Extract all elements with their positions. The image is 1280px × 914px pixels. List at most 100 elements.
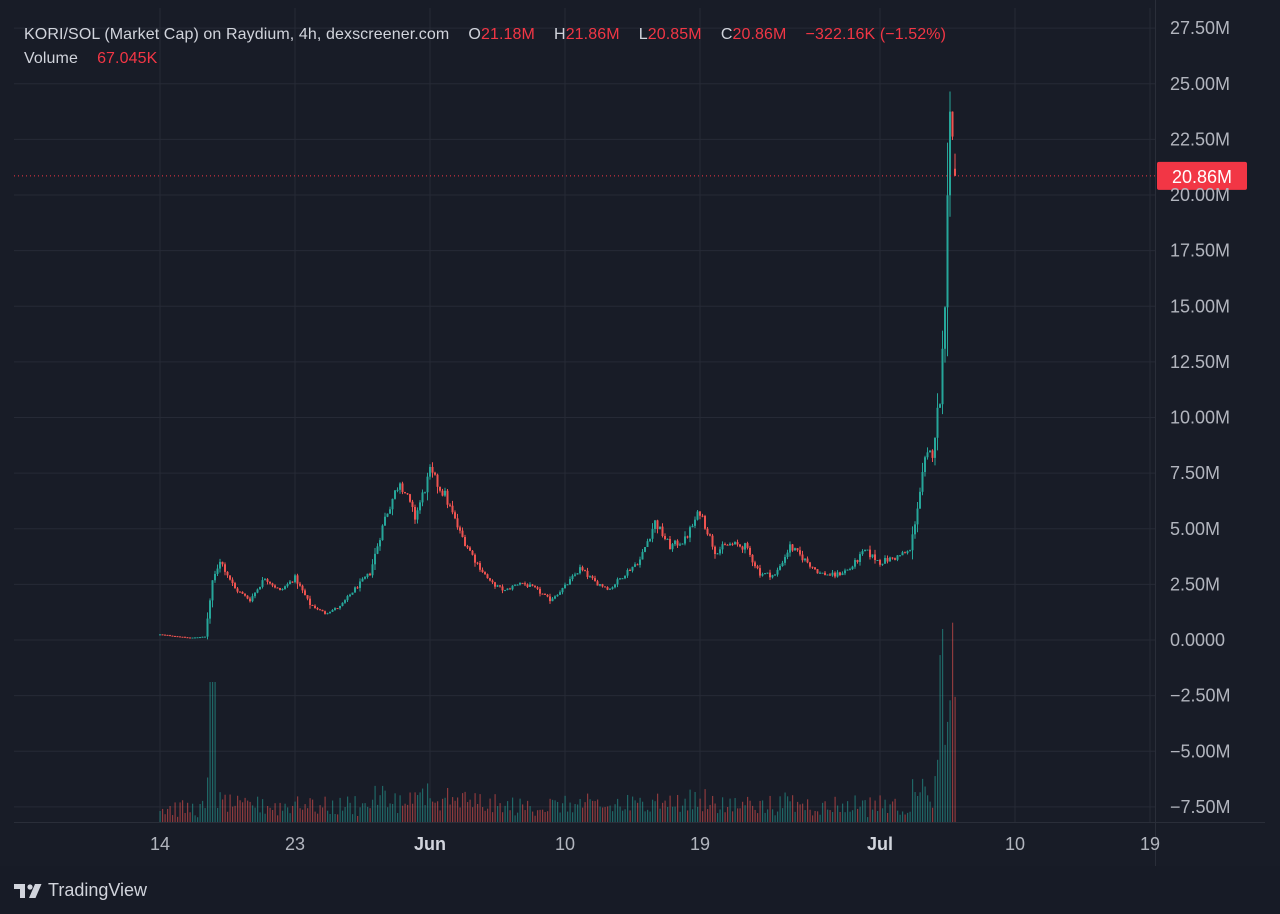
candle-body — [349, 594, 351, 597]
volume-bar — [287, 807, 289, 822]
volume-bar — [814, 810, 816, 822]
volume-bar — [324, 796, 326, 822]
volume-bar — [227, 811, 229, 822]
volume-bar — [789, 801, 791, 822]
volume-bar — [792, 795, 794, 822]
volume-bar — [684, 798, 686, 822]
candle-body — [431, 466, 434, 473]
candle-body — [351, 592, 354, 595]
volume-bar — [807, 799, 809, 822]
candle-body — [794, 548, 796, 551]
volume-bar — [812, 815, 814, 822]
volume-bar — [522, 804, 524, 822]
volume-bar — [879, 795, 881, 822]
volume-bar — [492, 812, 494, 822]
candle-body — [771, 575, 774, 578]
candle-body — [696, 511, 699, 520]
candle-body — [929, 450, 931, 453]
candle-body — [571, 575, 574, 580]
volume-bar — [924, 786, 926, 822]
volume-bar — [562, 803, 564, 822]
candle-body — [281, 588, 284, 590]
volume-bar — [454, 800, 456, 822]
candle-body — [359, 581, 361, 588]
legend-high-value: 21.86M — [565, 26, 620, 43]
volume-bar — [717, 813, 719, 822]
candle-body — [541, 593, 544, 595]
candle-body — [451, 505, 454, 513]
volume-bar — [547, 811, 549, 822]
candle-body — [484, 572, 486, 575]
candle-body — [274, 585, 276, 588]
candle-body — [424, 492, 426, 494]
candle-body — [459, 527, 461, 531]
candle-body — [801, 554, 804, 561]
legend-open-value: 21.18M — [480, 26, 535, 43]
candle-body — [896, 555, 899, 560]
price-tick-label: 22.50M — [1170, 129, 1230, 149]
volume-label: Volume — [24, 50, 78, 67]
volume-bar — [779, 796, 781, 822]
volume-bar — [262, 799, 264, 822]
price-tick-label: −7.50M — [1170, 797, 1231, 817]
candle-body — [314, 605, 316, 609]
candlestick-chart[interactable]: 20.86M 27.50M 25.00M 22.50M 20.00M 17.50M 15.… — [0, 0, 1280, 866]
tradingview-logo[interactable]: TradingView — [14, 880, 147, 901]
candle-body — [576, 573, 579, 575]
candle-body — [851, 566, 854, 570]
chart-area[interactable]: 20.86M 27.50M 25.00M 22.50M 20.00M 17.50M 15.… — [0, 0, 1280, 866]
volume-bar — [417, 795, 419, 822]
candle-body — [181, 636, 184, 638]
candle-body — [581, 567, 584, 571]
candle-body — [644, 547, 646, 552]
volume-bar — [782, 808, 784, 822]
volume-bar — [272, 809, 274, 822]
candle-body — [384, 516, 386, 526]
candle-body — [784, 557, 786, 563]
volume-bar — [774, 815, 776, 822]
price-tick-label: 2.50M — [1170, 574, 1220, 594]
volume-bar — [289, 813, 291, 822]
candle-body — [316, 608, 319, 610]
volume-bar — [447, 787, 449, 822]
volume-bar — [589, 799, 591, 822]
candle-body — [906, 551, 909, 554]
footer-bar — [0, 866, 1280, 914]
candle-body — [189, 637, 191, 639]
time-axis: 14 23 Jun 10 19 Jul 10 19 — [150, 834, 1160, 854]
last-price-line: 20.86M — [14, 161, 1247, 190]
volume-bar — [817, 811, 819, 822]
volume-bar — [567, 811, 569, 822]
volume-bar — [224, 794, 226, 822]
volume-bar — [219, 792, 221, 822]
volume-bar — [182, 800, 184, 822]
volume-bar — [374, 785, 376, 822]
volume-bar — [337, 814, 339, 822]
candle-body — [701, 515, 704, 517]
volume-bar — [882, 808, 884, 822]
candle-body — [526, 584, 529, 587]
volume-bar — [397, 813, 399, 822]
candle-body — [804, 558, 806, 561]
volume-bar — [494, 794, 496, 822]
volume-bar — [359, 807, 361, 822]
candle-body — [516, 584, 519, 586]
candle-body — [286, 583, 289, 587]
candle-body — [859, 554, 861, 562]
candle-body — [464, 536, 466, 546]
candle-body — [651, 528, 654, 539]
candle-body — [916, 508, 919, 525]
volume-bar — [299, 808, 301, 822]
volume-bar — [877, 811, 879, 822]
volume-bar — [734, 798, 736, 822]
candle-body — [764, 573, 766, 575]
volume-bar — [712, 795, 714, 822]
candle-body — [224, 564, 226, 572]
candle-body — [529, 584, 531, 587]
volume-bar — [704, 789, 706, 822]
candle-body — [619, 578, 621, 580]
candle-body — [626, 570, 629, 576]
time-tick-label: Jun — [414, 834, 446, 854]
volume-bar — [909, 811, 911, 822]
volume-bar — [457, 797, 459, 822]
